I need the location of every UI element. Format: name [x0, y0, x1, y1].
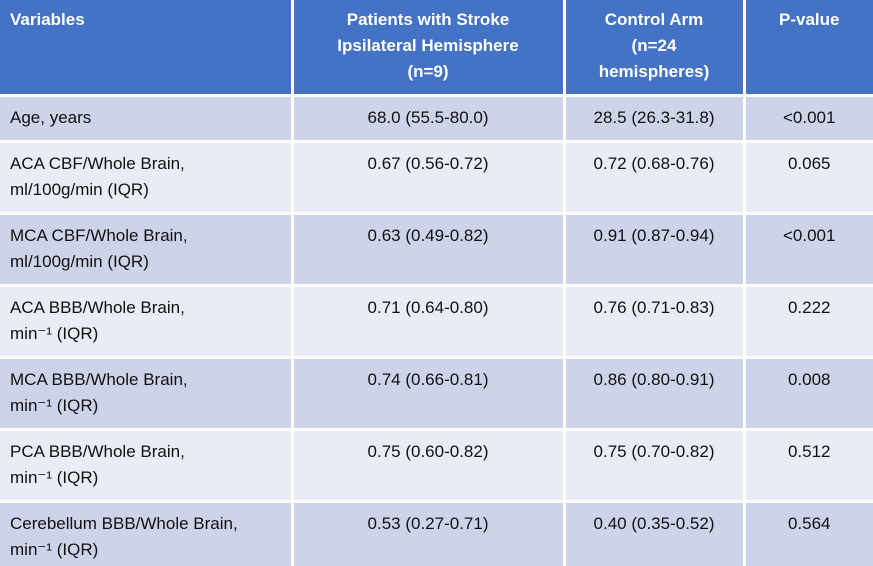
p-value-cell: 0.065: [742, 139, 873, 215]
variable-unit: min⁻¹ (IQR): [10, 395, 99, 415]
p-value: 0.512: [787, 441, 831, 461]
table-row: ACA BBB/Whole Brain, min⁻¹ (IQR) 0.71 (0…: [0, 283, 873, 359]
control-value-cell: 0.76 (0.71-0.83): [562, 283, 746, 359]
table-row: ACA CBF/Whole Brain, ml/100g/min (IQR) 0…: [0, 139, 873, 215]
control-value: 0.75 (0.70-0.82): [593, 441, 715, 461]
variable-name: Cerebellum BBB/Whole Brain,: [10, 513, 238, 533]
stroke-value: 0.67 (0.56-0.72): [367, 153, 489, 173]
control-value-cell: 0.91 (0.87-0.94): [562, 211, 746, 287]
control-value: 0.91 (0.87-0.94): [593, 225, 715, 245]
p-value-cell: 0.564: [742, 499, 873, 566]
control-value: 0.86 (0.80-0.91): [593, 369, 715, 389]
variable-name: MCA BBB/Whole Brain,: [10, 369, 188, 389]
stroke-value-cell: 0.74 (0.66-0.81): [290, 355, 566, 431]
p-value-cell: <0.001: [742, 211, 873, 287]
stroke-value: 0.53 (0.27-0.71): [367, 513, 489, 533]
variable-cell: MCA BBB/Whole Brain, min⁻¹ (IQR): [0, 355, 294, 431]
p-value: 0.065: [787, 153, 831, 173]
stroke-value: 0.75 (0.60-0.82): [367, 441, 489, 461]
stroke-value-cell: 0.53 (0.27-0.71): [290, 499, 566, 566]
variable-cell: Cerebellum BBB/Whole Brain, min⁻¹ (IQR): [0, 499, 294, 566]
stroke-value-cell: 0.67 (0.56-0.72): [290, 139, 566, 215]
variable-cell: ACA CBF/Whole Brain, ml/100g/min (IQR): [0, 139, 294, 215]
p-value: 0.564: [787, 513, 831, 533]
variable-name: ACA CBF/Whole Brain,: [10, 153, 185, 173]
stroke-value-cell: 68.0 (55.5-80.0): [290, 93, 566, 143]
control-value: 0.76 (0.71-0.83): [593, 297, 715, 317]
p-value-cell: 0.222: [742, 283, 873, 359]
col-header-stroke-arm: Patients with Stroke Ipsilateral Hemisph…: [290, 0, 566, 97]
table-header: Variables Patients with Stroke Ipsilater…: [0, 0, 873, 97]
col-header-variables: Variables: [0, 0, 294, 97]
control-value: 0.72 (0.68-0.76): [593, 153, 715, 173]
variable-name: ACA BBB/Whole Brain,: [10, 297, 185, 317]
stroke-value-cell: 0.63 (0.49-0.82): [290, 211, 566, 287]
table-row: PCA BBB/Whole Brain, min⁻¹ (IQR) 0.75 (0…: [0, 427, 873, 503]
header-row: Variables Patients with Stroke Ipsilater…: [0, 0, 873, 97]
stroke-value-cell: 0.75 (0.60-0.82): [290, 427, 566, 503]
variable-cell: MCA CBF/Whole Brain, ml/100g/min (IQR): [0, 211, 294, 287]
variable-unit: min⁻¹ (IQR): [10, 539, 99, 559]
p-value: 0.008: [787, 369, 831, 389]
control-value: 0.40 (0.35-0.52): [593, 513, 715, 533]
variable-unit: min⁻¹ (IQR): [10, 467, 99, 487]
p-value-cell: 0.008: [742, 355, 873, 431]
table-row: MCA BBB/Whole Brain, min⁻¹ (IQR) 0.74 (0…: [0, 355, 873, 431]
p-value: <0.001: [783, 225, 836, 245]
variable-cell: PCA BBB/Whole Brain, min⁻¹ (IQR): [0, 427, 294, 503]
variable-unit: min⁻¹ (IQR): [10, 323, 99, 343]
col-header-control-arm: Control Arm (n=24 hemispheres): [562, 0, 746, 97]
control-value-cell: 0.40 (0.35-0.52): [562, 499, 746, 566]
table-body: Age, years 68.0 (55.5-80.0) 28.5 (26.3-3…: [0, 93, 873, 566]
variable-cell: Age, years: [0, 93, 294, 143]
table-row: Age, years 68.0 (55.5-80.0) 28.5 (26.3-3…: [0, 93, 873, 143]
variable-unit: ml/100g/min (IQR): [10, 179, 149, 199]
control-value-cell: 28.5 (26.3-31.8): [562, 93, 746, 143]
stroke-value: 0.71 (0.64-0.80): [367, 297, 489, 317]
control-value: 28.5 (26.3-31.8): [593, 107, 715, 127]
stroke-value: 0.63 (0.49-0.82): [367, 225, 489, 245]
p-value-cell: 0.512: [742, 427, 873, 503]
variable-name: Age, years: [10, 107, 92, 127]
table-row: Cerebellum BBB/Whole Brain, min⁻¹ (IQR) …: [0, 499, 873, 566]
variable-unit: ml/100g/min (IQR): [10, 251, 149, 271]
col-header-p-value: P-value: [742, 0, 873, 97]
p-value: 0.222: [787, 297, 831, 317]
variable-name: PCA BBB/Whole Brain,: [10, 441, 185, 461]
stroke-value-cell: 0.71 (0.64-0.80): [290, 283, 566, 359]
variable-cell: ACA BBB/Whole Brain, min⁻¹ (IQR): [0, 283, 294, 359]
p-value-cell: <0.001: [742, 93, 873, 143]
variable-name: MCA CBF/Whole Brain,: [10, 225, 188, 245]
control-value-cell: 0.72 (0.68-0.76): [562, 139, 746, 215]
stroke-value: 68.0 (55.5-80.0): [367, 107, 489, 127]
control-value-cell: 0.86 (0.80-0.91): [562, 355, 746, 431]
control-value-cell: 0.75 (0.70-0.82): [562, 427, 746, 503]
stroke-value: 0.74 (0.66-0.81): [367, 369, 489, 389]
table-row: MCA CBF/Whole Brain, ml/100g/min (IQR) 0…: [0, 211, 873, 287]
p-value: <0.001: [783, 107, 836, 127]
